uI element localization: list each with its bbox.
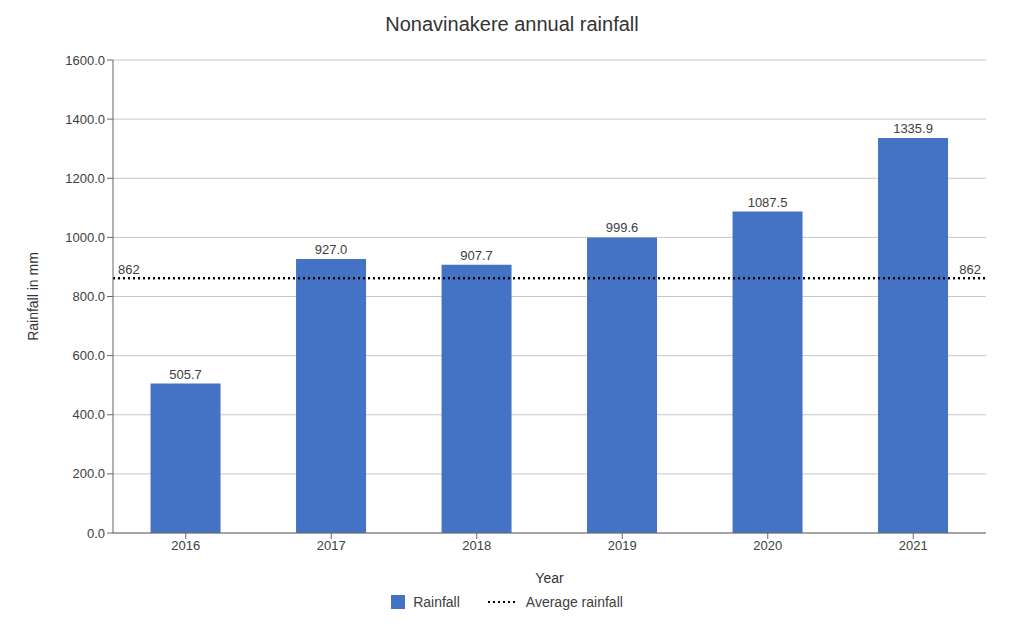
svg-text:Year: Year (535, 570, 564, 586)
svg-text:862: 862 (118, 262, 140, 277)
svg-text:1600.0: 1600.0 (65, 53, 105, 68)
svg-text:200.0: 200.0 (72, 466, 105, 481)
svg-text:1200.0: 1200.0 (65, 171, 105, 186)
svg-text:907.7: 907.7 (460, 248, 493, 263)
svg-text:600.0: 600.0 (72, 348, 105, 363)
html-text:Average rainfall: Average rainfall (525, 594, 623, 610)
svg-text:1335.9: 1335.9 (893, 121, 933, 136)
svg-text:Rainfall in mm: Rainfall in mm (25, 252, 41, 341)
svg-text:2021: 2021 (899, 538, 928, 553)
svg-text:800.0: 800.0 (72, 289, 105, 304)
svg-text:1000.0: 1000.0 (65, 230, 105, 245)
svg-text:400.0: 400.0 (72, 407, 105, 422)
svg-text:2016: 2016 (171, 538, 200, 553)
svg-text:2020: 2020 (753, 538, 782, 553)
svg-text:862: 862 (959, 262, 981, 277)
html-text:Nonavinakere annual rainfall: Nonavinakere annual rainfall (385, 13, 639, 35)
svg-text:999.6: 999.6 (606, 220, 639, 235)
svg-text:2018: 2018 (462, 538, 491, 553)
svg-text:0.0: 0.0 (87, 526, 105, 541)
svg-text:927.0: 927.0 (315, 242, 348, 257)
svg-text:1400.0: 1400.0 (65, 112, 105, 127)
svg-text:2019: 2019 (608, 538, 637, 553)
svg-text:2017: 2017 (317, 538, 346, 553)
svg-text:505.7: 505.7 (169, 367, 202, 382)
svg-text:1087.5: 1087.5 (748, 195, 788, 210)
html-text:Rainfall: Rainfall (413, 594, 460, 610)
